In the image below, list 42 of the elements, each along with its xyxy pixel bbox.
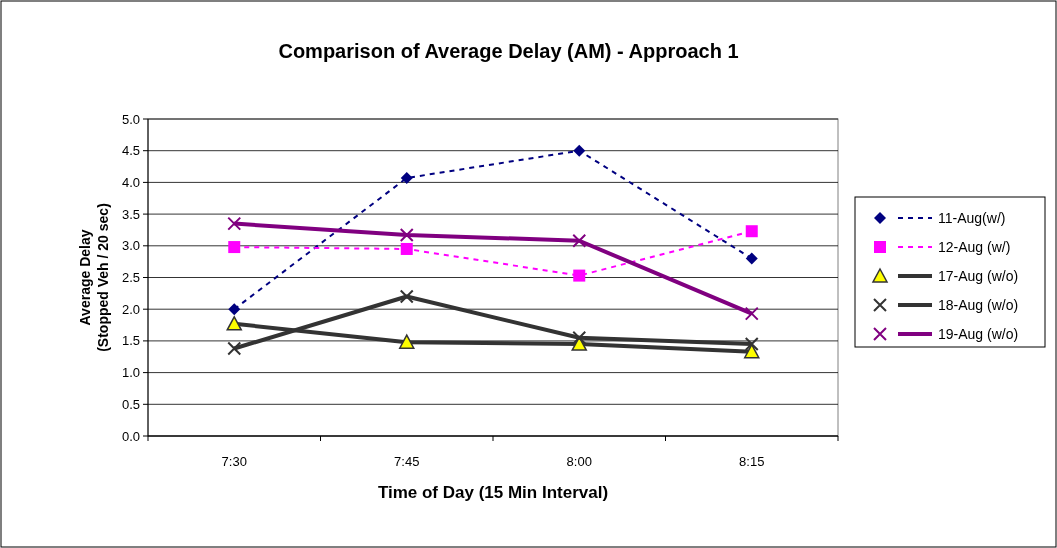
x-axis-title: Time of Day (15 Min Interval)	[377, 483, 609, 502]
x-tick-label: 7:45	[394, 454, 420, 469]
y-tick-label: 3.5	[121, 206, 140, 222]
y-tick-label: 2.5	[121, 270, 140, 286]
y-tick-label: 2.0	[121, 301, 140, 317]
legend-label: 11-Aug(w/)	[938, 209, 1006, 226]
y-tick-label: 1.0	[121, 365, 140, 381]
point	[399, 334, 415, 349]
point	[399, 228, 414, 243]
point	[572, 233, 587, 248]
legend-label: 17-Aug (w/o)	[938, 267, 1019, 284]
y-tick-label: 4.0	[121, 174, 140, 190]
y-tick-label: 3.0	[121, 238, 140, 254]
point	[400, 242, 413, 255]
legend-label: 19-Aug (w/o)	[938, 325, 1019, 342]
point	[744, 337, 759, 352]
legend-label: 18-Aug (w/o)	[938, 296, 1019, 313]
point	[227, 341, 242, 356]
y-tick-label: 4.5	[121, 143, 140, 159]
point	[228, 303, 241, 316]
y-tick-label: 0.5	[121, 396, 140, 412]
point	[573, 144, 586, 157]
x-tick-label: 7:30	[221, 454, 247, 469]
y-tick-label: 5.0	[121, 111, 140, 127]
chart-title: Comparison of Average Delay (AM) - Approach 1	[278, 40, 739, 62]
x-tick-label: 8:00	[566, 454, 592, 469]
point	[400, 171, 413, 184]
point	[228, 241, 241, 254]
legend-label: 12-Aug (w/)	[938, 238, 1011, 255]
point	[745, 225, 758, 238]
point	[226, 316, 242, 331]
y-tick-label: 1.5	[121, 333, 140, 349]
y-axis-title: Average Delay (Stopped Veh / 20 sec)	[77, 203, 111, 352]
point	[572, 330, 587, 345]
point	[227, 216, 242, 231]
point	[573, 269, 586, 282]
point	[744, 306, 759, 321]
point	[399, 289, 414, 304]
point	[744, 343, 760, 359]
x-tick-label: 8:15	[739, 454, 765, 469]
y-tick-label: 0.0	[121, 428, 140, 444]
point	[745, 252, 758, 265]
